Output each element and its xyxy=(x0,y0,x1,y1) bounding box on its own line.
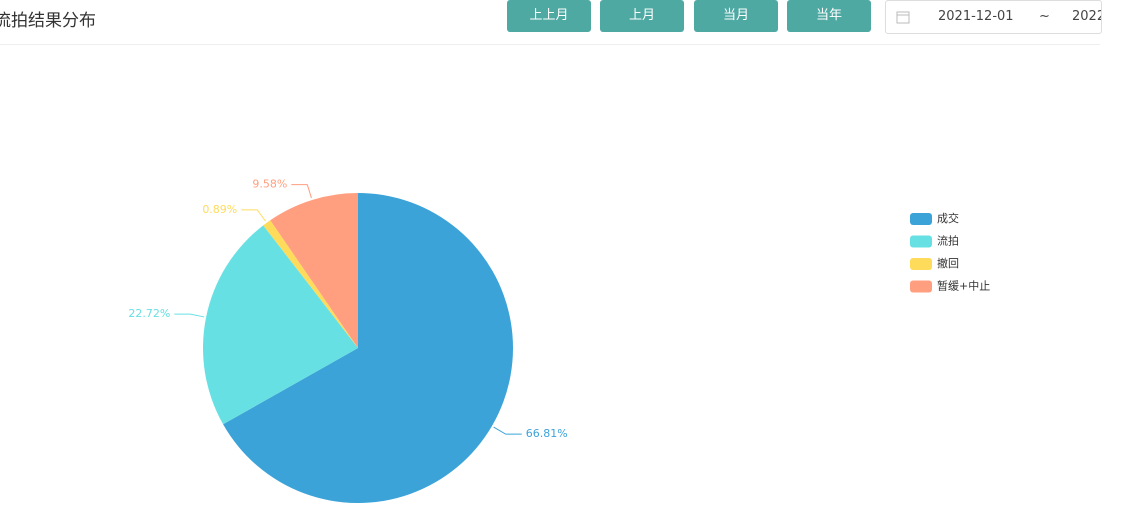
date-separator: ~ xyxy=(1039,9,1050,24)
legend-swatch xyxy=(910,258,932,270)
value-label: 22.72% xyxy=(128,307,170,320)
leader-line xyxy=(174,313,205,318)
date-end: 2022 xyxy=(1072,9,1102,24)
legend-swatch xyxy=(910,235,932,248)
period-button[interactable]: 当月 xyxy=(694,0,778,32)
leader-line xyxy=(493,426,522,435)
value-label: 66.81% xyxy=(526,427,568,440)
page-title: 流拍结果分布 xyxy=(0,11,96,31)
legend-swatch xyxy=(910,280,932,293)
calendar-icon xyxy=(896,11,910,24)
date-start: 2021-12-01 xyxy=(938,9,1014,24)
period-button[interactable]: 上月 xyxy=(600,0,684,32)
value-label: 9.58% xyxy=(252,178,287,191)
legend-label: 暂缓+中止 xyxy=(937,280,990,293)
period-button[interactable]: 上上月 xyxy=(507,0,591,32)
legend-label: 成交 xyxy=(937,211,959,225)
pie-slice xyxy=(223,193,514,503)
value-label: 0.89% xyxy=(202,203,237,216)
leader-line xyxy=(241,209,266,222)
legend-label: 撤回 xyxy=(937,256,959,270)
period-button[interactable]: 当年 xyxy=(787,0,871,32)
date-range-picker[interactable]: 2021-12-01 ~ 2022 xyxy=(885,0,1102,34)
pie-slice xyxy=(270,193,358,348)
leader-line xyxy=(291,184,312,199)
legend-label: 流拍 xyxy=(937,234,959,248)
pie-slice xyxy=(202,225,358,425)
legend-swatch xyxy=(910,213,932,225)
header: 流拍结果分布 上上月 上月 当月 当年 2021-12-01 ~ 2022 xyxy=(0,0,1102,45)
pie-slice xyxy=(263,220,358,348)
